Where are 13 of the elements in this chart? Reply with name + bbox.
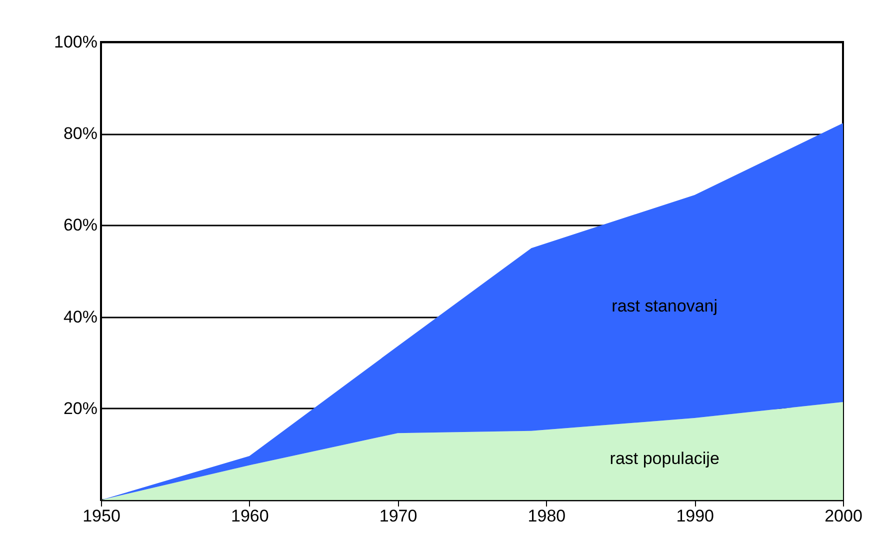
series-label: rast stanovanj (612, 296, 718, 316)
y-tick-label: 20% (63, 398, 98, 418)
y-tick-label: 40% (63, 307, 98, 326)
x-tick-label: 1960 (230, 506, 269, 526)
x-tick-label: 1980 (528, 506, 566, 526)
y-tick-label: 60% (63, 216, 98, 235)
x-tick-label: 2000 (824, 506, 862, 526)
x-tick-label: 1950 (82, 506, 120, 526)
y-tick-label: 80% (63, 124, 98, 144)
x-tick-label: 1970 (379, 506, 418, 526)
x-tick-label: 1990 (676, 506, 714, 526)
y-tick-label: 100% (54, 32, 98, 52)
series-label: rast populacije (610, 449, 720, 468)
